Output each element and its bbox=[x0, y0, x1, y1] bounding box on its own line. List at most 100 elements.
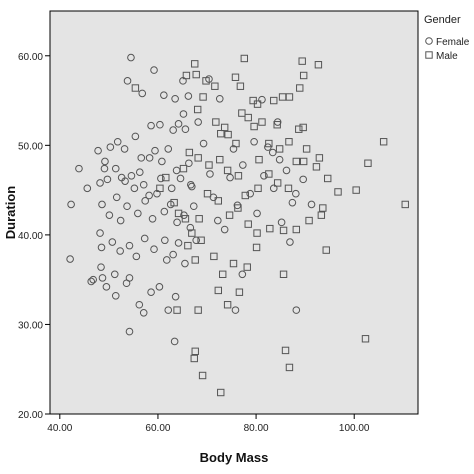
female-point bbox=[258, 95, 266, 104]
legend-title: Gender bbox=[424, 14, 461, 26]
female-point bbox=[282, 166, 291, 175]
male-point bbox=[211, 82, 219, 90]
male-point bbox=[190, 354, 198, 363]
female-point bbox=[100, 164, 109, 173]
female-point bbox=[170, 337, 179, 346]
male-point bbox=[191, 60, 199, 68]
male-point bbox=[244, 113, 252, 122]
female-point bbox=[215, 94, 224, 103]
female-point bbox=[132, 252, 141, 261]
male-point bbox=[156, 184, 164, 193]
legend-label-male: Male bbox=[436, 51, 458, 62]
female-point bbox=[151, 146, 159, 155]
female-point bbox=[125, 327, 134, 336]
female-point bbox=[226, 173, 234, 182]
female-point bbox=[87, 277, 96, 286]
female-point bbox=[239, 161, 247, 169]
male-point bbox=[298, 57, 306, 65]
series-male bbox=[131, 54, 409, 397]
female-point bbox=[108, 238, 117, 246]
male-point bbox=[191, 347, 199, 356]
male-point bbox=[299, 71, 308, 80]
male-point bbox=[285, 93, 294, 101]
female-point bbox=[307, 200, 316, 209]
male-point bbox=[334, 188, 342, 196]
male-point bbox=[217, 388, 225, 397]
female-point bbox=[292, 189, 300, 198]
male-point bbox=[203, 189, 212, 198]
female-point bbox=[286, 238, 294, 246]
female-point bbox=[238, 270, 247, 279]
female-point bbox=[292, 306, 301, 314]
female-point bbox=[147, 288, 155, 297]
legend: Gender Female Male bbox=[424, 14, 470, 62]
male-point bbox=[223, 166, 232, 175]
male-point bbox=[210, 252, 218, 261]
female-point bbox=[139, 309, 148, 317]
y-tick-label: 50.00 bbox=[18, 141, 43, 152]
male-point bbox=[319, 204, 327, 212]
male-point bbox=[254, 184, 262, 193]
female-point bbox=[299, 175, 307, 184]
male-point bbox=[243, 263, 251, 271]
male-point bbox=[273, 121, 281, 129]
y-axis: 20.00 30.00 40.00 50.00 60.00 bbox=[18, 52, 50, 421]
male-point bbox=[205, 161, 213, 169]
male-point bbox=[279, 270, 288, 278]
male-point bbox=[266, 224, 274, 233]
female-point bbox=[277, 218, 286, 227]
female-point bbox=[141, 197, 149, 205]
female-point bbox=[110, 270, 119, 279]
female-point bbox=[250, 137, 258, 146]
female-point bbox=[158, 157, 166, 166]
female-point bbox=[288, 198, 297, 207]
male-point bbox=[195, 215, 203, 223]
female-point bbox=[179, 110, 188, 118]
female-point bbox=[253, 209, 261, 218]
x-tick-label: 40.00 bbox=[47, 423, 72, 434]
male-point bbox=[236, 82, 245, 90]
male-point bbox=[241, 191, 249, 200]
female-point bbox=[185, 159, 193, 168]
female-point bbox=[260, 171, 268, 180]
female-point bbox=[171, 94, 179, 103]
male-point bbox=[199, 93, 207, 101]
male-point bbox=[361, 335, 370, 343]
data-points bbox=[66, 53, 409, 397]
female-point bbox=[184, 92, 193, 100]
female-point bbox=[147, 121, 155, 130]
male-point bbox=[216, 155, 224, 164]
x-tick-label: 100.00 bbox=[339, 423, 370, 434]
male-point bbox=[198, 371, 207, 380]
male-point bbox=[223, 301, 232, 309]
x-axis-title: Body Mass bbox=[200, 450, 269, 465]
male-point bbox=[240, 54, 249, 63]
female-point bbox=[155, 283, 164, 291]
y-axis-title: Duration bbox=[3, 186, 18, 240]
male-point bbox=[255, 155, 263, 164]
male-point bbox=[224, 130, 232, 139]
male-point bbox=[285, 138, 293, 146]
female-point bbox=[148, 214, 157, 223]
male-point bbox=[173, 306, 181, 314]
female-point bbox=[169, 250, 177, 259]
male-point bbox=[212, 118, 220, 126]
male-point bbox=[279, 226, 288, 235]
female-point bbox=[111, 291, 120, 300]
y-tick-label: 40.00 bbox=[18, 231, 43, 242]
female-point bbox=[174, 120, 183, 128]
male-point bbox=[265, 139, 273, 148]
male-point bbox=[275, 145, 284, 153]
male-point bbox=[194, 154, 202, 162]
male-point bbox=[182, 71, 191, 80]
female-point bbox=[194, 118, 202, 126]
male-point bbox=[312, 163, 321, 171]
male-point bbox=[285, 363, 294, 372]
male-point bbox=[217, 129, 225, 138]
male-point bbox=[322, 246, 330, 254]
male-point bbox=[193, 105, 202, 114]
female-point bbox=[97, 263, 105, 271]
x-tick-label: 80.00 bbox=[244, 423, 269, 434]
female-point bbox=[116, 247, 124, 255]
